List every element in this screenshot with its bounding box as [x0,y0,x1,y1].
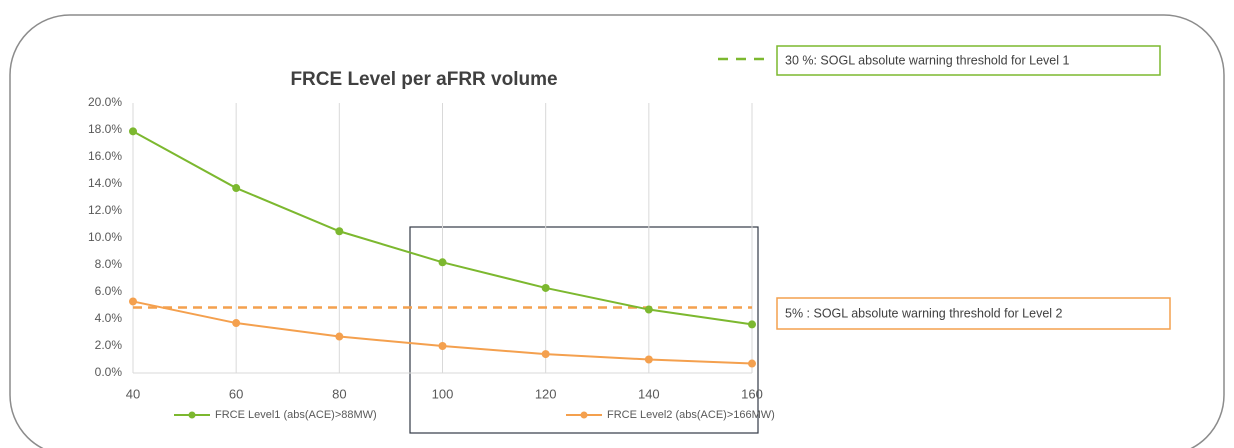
frame [9,14,1225,448]
x-tick-label: 60 [229,386,243,401]
point [129,297,137,306]
point [748,359,756,368]
y-tick-label: 10.0% [88,230,122,244]
point [541,283,550,292]
legend-label: FRCE Level2 (abs(ACE)>166MW) [607,409,775,421]
point [748,320,756,329]
legend-label: FRCE Level1 (abs(ACE)>88MW) [215,409,377,421]
annotation-box [776,45,1161,76]
y-tick-label: 14.0% [88,176,122,190]
x-tick-label: 140 [638,386,660,401]
point [129,127,137,136]
point [644,305,653,314]
x-tick-label: 80 [332,386,346,401]
point [335,227,344,236]
y-tick-label: 16.0% [88,149,122,163]
x-tick-label: 100 [432,386,454,401]
point [644,355,653,364]
highlight-box [409,226,759,434]
point [335,332,344,341]
annotation-box [776,297,1171,330]
point [232,184,241,193]
legend-key [580,411,588,419]
y-tick-label: 8.0% [95,257,123,271]
annotation: 30 %: SOGL absolute warning threshold fo… [785,53,1069,67]
y-tick-label: 0.0% [95,365,123,379]
point [232,319,241,328]
chart-title: FRCE Level per aFRR volume [290,69,557,90]
x-tick-label: 120 [535,386,557,401]
y-tick-label: 20.0% [88,95,122,109]
point [438,258,447,267]
y-tick-label: 6.0% [95,284,123,298]
point [438,342,447,350]
annotation: 5% : SOGL absolute warning threshold for… [785,306,1063,320]
point [541,350,550,359]
x-tick-label: 160 [741,386,763,401]
y-tick-label: 2.0% [95,338,123,352]
y-tick-label: 18.0% [88,122,122,136]
x-tick-label: 40 [126,386,140,401]
y-tick-label: 4.0% [95,311,123,325]
y-tick-label: 12.0% [88,203,122,217]
legend-key [188,411,196,419]
